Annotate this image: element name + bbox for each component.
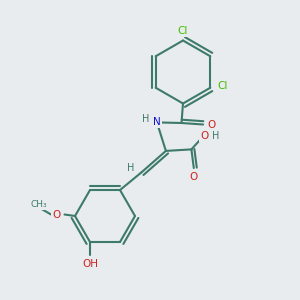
Text: CH₃: CH₃ — [30, 200, 47, 209]
Text: O: O — [207, 119, 215, 130]
Text: O: O — [200, 131, 208, 141]
Text: H: H — [127, 163, 134, 173]
Text: OH: OH — [82, 260, 98, 269]
Text: N: N — [153, 117, 161, 128]
Text: H: H — [212, 131, 219, 141]
Text: Cl: Cl — [178, 26, 188, 36]
Text: O: O — [190, 172, 198, 182]
Text: Cl: Cl — [218, 81, 228, 91]
Text: O: O — [52, 209, 61, 220]
Text: H: H — [142, 114, 149, 124]
